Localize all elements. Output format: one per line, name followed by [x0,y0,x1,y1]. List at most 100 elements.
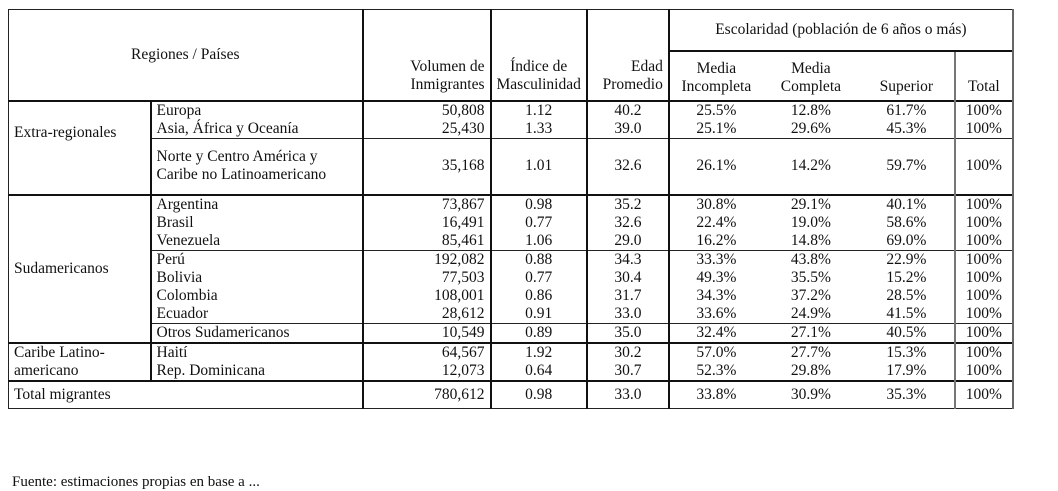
total-cell: 100% [953,322,1014,343]
age-cell: 39.0 [585,120,669,139]
media-completa-cell: 27.1% [762,322,859,343]
media-incompleta-cell: 57.0% [667,341,763,362]
country-cell: Norte y Centro América y Caribe no Latino… [149,138,363,195]
media-completa-cell: 27.7% [762,341,859,362]
media-completa-cell: 14.2% [762,138,859,195]
country-cell: Perú [149,249,363,269]
media-incompleta-cell: 49.3% [667,268,763,287]
header-total: Total [953,50,1014,101]
superior-cell: 69.0% [886,231,927,249]
media-completa-cell: 14.8% [790,231,831,249]
age-cell: 34.3 [585,249,669,269]
media-incompleta-cell: 33.3% [667,249,763,269]
media-incompleta-cell: 34.3% [667,286,763,305]
total-row-label: Total migrantes [8,379,363,409]
age-cell: 32.6 [585,138,669,195]
media-completa-cell: 43.8% [762,249,859,269]
volume-cell: 25,430 [361,120,491,139]
total-media-incompleta-cell: 33.8% [667,379,763,409]
volume-cell: 77,503 [361,268,491,287]
age-cell: 40.2 [585,100,669,120]
superior-cell: 58.6% [886,213,927,231]
group-caribe-latinoamericano: Caribe Latino-americano [8,341,151,381]
index-cell: 0.98 [489,193,587,214]
migration-table: Regiones / Países Volumen de Inmigrantes … [8,9,1014,409]
media-completa-cell: 24.9% [790,304,831,322]
superior-cell: 28.5% [886,286,927,304]
country-cell: Argentina [149,193,363,214]
media-incompleta-cell: 30.8% [667,193,763,214]
total-cell: 100% [953,120,1014,139]
volume-cell: 85,461 [361,231,491,250]
total-cell: 100% [953,249,1014,269]
total-media-completa-cell: 30.9% [762,379,859,409]
media-incompleta-cell: 25.5% [667,100,763,120]
index-cell: 0.89 [489,322,587,343]
total-cell: 100% [953,304,1014,323]
header-schooling: Escolaridad (población de 6 años o más) [667,9,1014,51]
age-cell: 32.6 [585,213,669,232]
total-volume-cell: 780,612 [361,379,491,409]
country-cell: Rep. Dominicana [149,361,363,381]
age-cell: 31.7 [585,286,669,305]
country-cell: Brasil [149,213,363,232]
superior-cell: 40.5% [858,322,955,343]
volume-cell: 28,612 [361,304,491,323]
index-cell: 0.88 [489,249,587,269]
total-index-cell: 0.98 [489,379,587,409]
total-cell: 100% [953,286,1014,305]
volume-cell: 192,082 [361,249,491,269]
media-completa-cell: 19.0% [790,213,831,231]
age-cell: 35.2 [585,193,669,214]
index-cell: 1.33 [489,120,587,139]
media-incompleta-cell: 33.6% [667,304,763,323]
index-cell: 1.06 [489,231,587,250]
volume-cell: 12,073 [361,361,491,381]
volume-cell: 35,168 [361,138,491,195]
index-cell: 0.77 [489,213,587,232]
country-cell: Asia, África y Oceanía [149,120,363,139]
superior-cell: 15.3% [858,341,955,362]
media-completa-cell: 29.1% [762,193,859,214]
volume-cell: 16,491 [361,213,491,232]
media-incompleta-cell: 26.1% [667,138,763,195]
superior-cell: 45.3% [886,120,927,137]
age-cell: 30.4 [585,268,669,287]
age-cell: 33.0 [585,304,669,323]
country-cell: Otros Sudamericanos [149,322,363,343]
superior-cell: 59.7% [858,138,955,195]
age-cell: 30.2 [585,341,669,362]
index-cell: 0.64 [489,361,587,381]
media-incompleta-cell: 25.1% [667,120,763,139]
media-completa-cell: 12.8% [762,100,859,120]
country-cell: Ecuador [149,304,363,323]
age-cell: 35.0 [585,322,669,343]
total-cell: 100% [953,231,1014,250]
media-completa-cell: 37.2% [790,286,831,304]
volume-cell: 108,001 [361,286,491,305]
media-incompleta-cell: 22.4% [667,213,763,232]
media-completa-cell: 29.8% [790,361,831,379]
total-superior-cell: 35.3% [858,379,955,409]
media-completa-cell: 35.5% [790,268,831,286]
age-cell: 29.0 [585,231,669,250]
index-cell: 0.91 [489,304,587,323]
header-regions: Regiones / Países [131,46,240,63]
header-superior: Superior [858,50,955,101]
index-cell: 1.01 [489,138,587,195]
media-completa-cell: 29.6% [790,120,831,137]
media-incompleta-cell: 32.4% [667,322,763,343]
volume-cell: 73,867 [361,193,491,214]
index-cell: 0.86 [489,286,587,305]
header-volume: Volumen de Inmigrantes [361,9,491,101]
superior-cell: 61.7% [858,100,955,120]
country-cell: Bolivia [149,268,363,287]
superior-cell: 40.1% [858,193,955,214]
index-cell: 1.92 [489,341,587,362]
superior-cell: 22.9% [858,249,955,269]
volume-cell: 64,567 [361,341,491,362]
group-sudamericanos: Sudamericanos [8,193,151,343]
group-extra-regionales: Extra-regionales [8,100,151,195]
country-cell: Europa [149,100,363,120]
total-age-cell: 33.0 [585,379,669,409]
